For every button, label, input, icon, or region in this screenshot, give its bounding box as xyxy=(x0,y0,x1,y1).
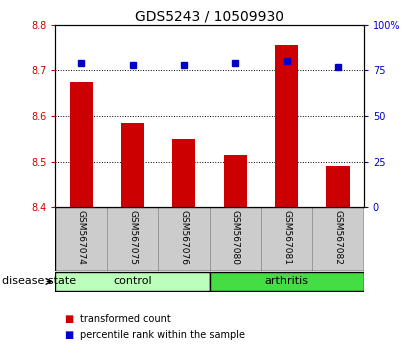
Text: GSM567074: GSM567074 xyxy=(77,210,85,264)
Text: GSM567080: GSM567080 xyxy=(231,210,240,265)
Bar xyxy=(121,123,144,207)
Bar xyxy=(312,207,364,271)
Bar xyxy=(275,45,298,207)
Bar xyxy=(261,207,312,271)
Bar xyxy=(55,207,107,271)
Text: GSM567076: GSM567076 xyxy=(180,210,188,265)
Text: arthritis: arthritis xyxy=(265,276,309,286)
Bar xyxy=(172,139,196,207)
Bar xyxy=(69,82,93,207)
Bar xyxy=(210,272,364,291)
Text: GSM567075: GSM567075 xyxy=(128,210,137,265)
Text: GSM567082: GSM567082 xyxy=(334,210,342,264)
Bar xyxy=(158,207,210,271)
Bar xyxy=(55,272,210,291)
Text: control: control xyxy=(113,276,152,286)
Bar xyxy=(107,207,158,271)
Text: GSM567081: GSM567081 xyxy=(282,210,291,265)
Bar xyxy=(224,155,247,207)
Text: ■: ■ xyxy=(64,330,73,339)
Bar xyxy=(326,166,350,207)
Text: transformed count: transformed count xyxy=(80,314,171,324)
Bar xyxy=(210,207,261,271)
Text: disease state: disease state xyxy=(2,276,76,286)
Title: GDS5243 / 10509930: GDS5243 / 10509930 xyxy=(135,10,284,24)
Text: ■: ■ xyxy=(64,314,73,324)
Text: percentile rank within the sample: percentile rank within the sample xyxy=(80,330,245,339)
